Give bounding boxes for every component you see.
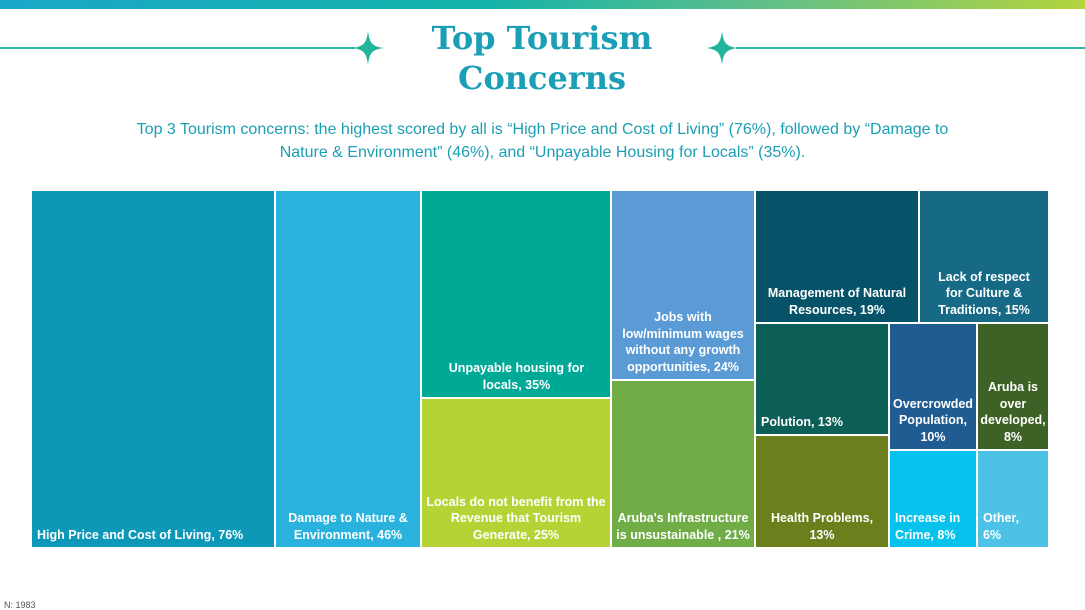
- treemap-cell-label: Lack of respect for Culture & Traditions…: [938, 269, 1030, 317]
- treemap-cell: Other, 6%: [978, 451, 1050, 549]
- treemap-chart: High Price and Cost of Living, 76% Damage…: [32, 191, 1050, 549]
- treemap-cell-label: Increase in Crime, 8%: [895, 511, 961, 542]
- treemap-cell-label: Other, 6%: [983, 511, 1020, 542]
- title-divider-right: [736, 47, 1085, 49]
- subtitle-line-2: Nature & Environment” (46%), and “Unpaya…: [279, 144, 806, 161]
- treemap-cell-label: Aruba's Infrastructure is unsustainable …: [616, 511, 750, 542]
- treemap-cell: Increase in Crime, 8%: [890, 451, 978, 549]
- title-divider-left: [0, 47, 355, 49]
- treemap-cell: Damage to Nature & Environment, 46%: [276, 191, 422, 549]
- treemap-cell: Management of Natural Resources, 19%: [756, 191, 920, 324]
- title-line-1: Top Tourism: [431, 19, 653, 57]
- treemap-cell-label: Jobs with low/minimum wages without any …: [622, 310, 744, 374]
- header-gradient-bar: [0, 0, 1085, 9]
- treemap-cell-label: Locals do not benefit from the Revenue t…: [426, 494, 606, 542]
- title-line-2: Concerns: [457, 59, 627, 97]
- sparkle-icon-left: [352, 31, 384, 65]
- sparkle-icon-right: [706, 31, 738, 65]
- treemap-cell: Locals do not benefit from the Revenue t…: [422, 399, 612, 549]
- chart-subtitle: Top 3 Tourism concerns: the highest scor…: [40, 118, 1045, 164]
- treemap-cell-label: Overcrowded Population, 10%: [893, 396, 973, 444]
- treemap-cell: Lack of respect for Culture & Traditions…: [920, 191, 1050, 324]
- treemap-cell: Overcrowded Population, 10%: [890, 324, 978, 451]
- treemap-cell: High Price and Cost of Living, 76%: [32, 191, 276, 549]
- treemap-cell: Jobs with low/minimum wages without any …: [612, 191, 756, 381]
- treemap-cell: Aruba is over developed, 8%: [978, 324, 1050, 451]
- treemap-cell: Aruba's Infrastructure is unsustainable …: [612, 381, 756, 549]
- subtitle-line-1: Top 3 Tourism concerns: the highest scor…: [136, 121, 949, 138]
- sample-size-footnote: N: 1983: [4, 600, 36, 610]
- treemap-cell: Polution, 13%: [756, 324, 890, 436]
- treemap-cell-label: High Price and Cost of Living, 76%: [37, 527, 244, 542]
- treemap-cell: Health Problems, 13%: [756, 436, 890, 549]
- page-title: Top Tourism Concerns: [392, 18, 692, 98]
- treemap-cell-label: Aruba is over developed, 8%: [980, 380, 1046, 444]
- treemap-cell-label: Unpayable housing for locals, 35%: [448, 361, 585, 392]
- treemap-cell-label: Damage to Nature & Environment, 46%: [288, 511, 408, 542]
- treemap-cell-label: Polution, 13%: [761, 414, 843, 429]
- treemap-cell-label: Health Problems, 13%: [770, 511, 874, 542]
- treemap-cell: Unpayable housing for locals, 35%: [422, 191, 612, 399]
- treemap-cell-label: Management of Natural Resources, 19%: [767, 286, 907, 317]
